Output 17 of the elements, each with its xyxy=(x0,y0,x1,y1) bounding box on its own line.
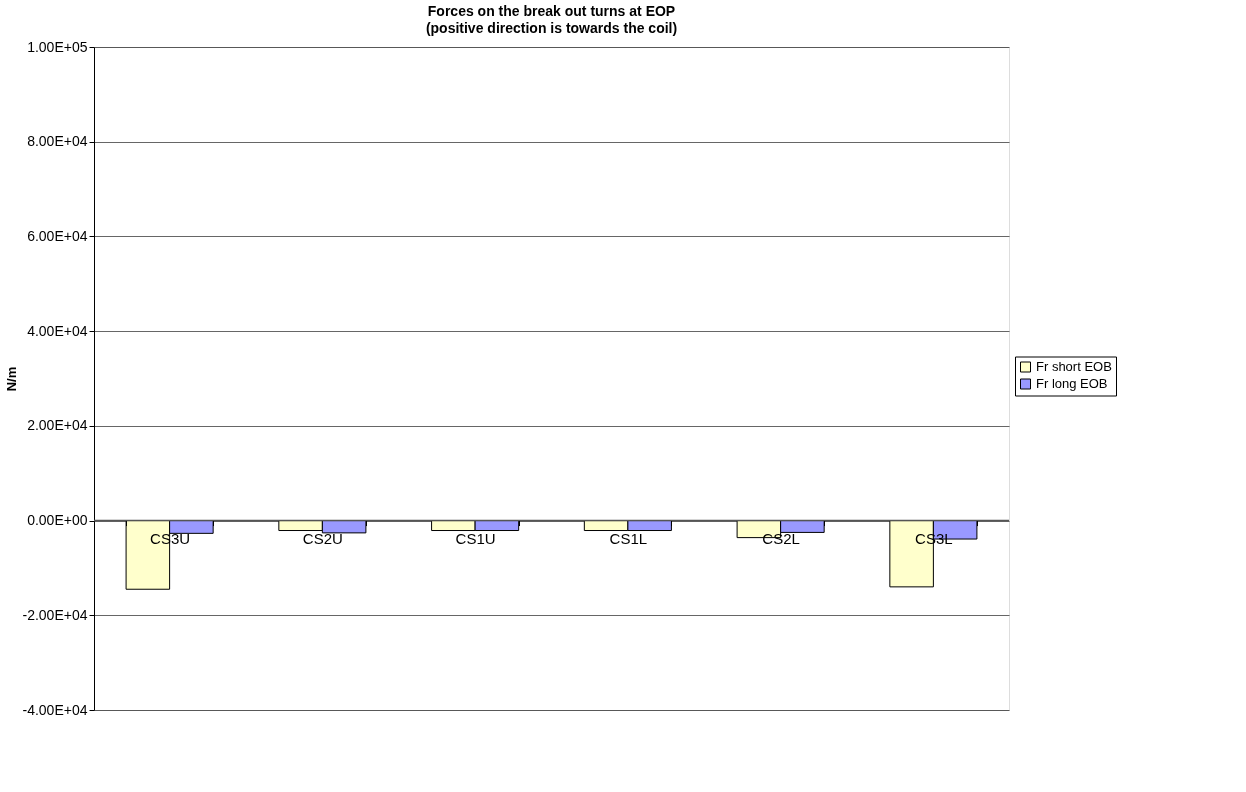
x-tick-label: CS2L xyxy=(762,530,800,548)
y-tick-label: -4.00E+04 xyxy=(22,701,88,718)
y-tick-label: -2.00E+04 xyxy=(22,606,88,623)
y-tick-label: 0.00E+00 xyxy=(27,512,88,529)
x-tick-label: CS1U xyxy=(455,530,496,548)
legend-label: Fr long EOB xyxy=(1036,376,1108,391)
x-tick-label: CS1L xyxy=(609,530,648,548)
legend-label: Fr short EOB xyxy=(1036,359,1112,374)
chart-title: Forces on the break out turns at EOP xyxy=(427,3,676,19)
y-tick-label: 1.00E+05 xyxy=(27,38,88,55)
y-tick-label: 6.00E+04 xyxy=(27,227,88,244)
y-tick-label: 2.00E+04 xyxy=(27,417,88,434)
x-tick-label: CS2U xyxy=(302,530,343,548)
y-tick-label: 8.00E+04 xyxy=(27,133,88,150)
y-axis-title: N/m xyxy=(3,366,19,392)
chart-subtitle: (positive direction is towards the coil) xyxy=(425,20,678,36)
y-tick-label: 4.00E+04 xyxy=(27,322,88,339)
